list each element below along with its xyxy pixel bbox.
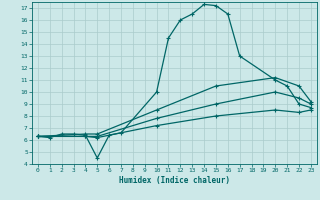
X-axis label: Humidex (Indice chaleur): Humidex (Indice chaleur) — [119, 176, 230, 185]
